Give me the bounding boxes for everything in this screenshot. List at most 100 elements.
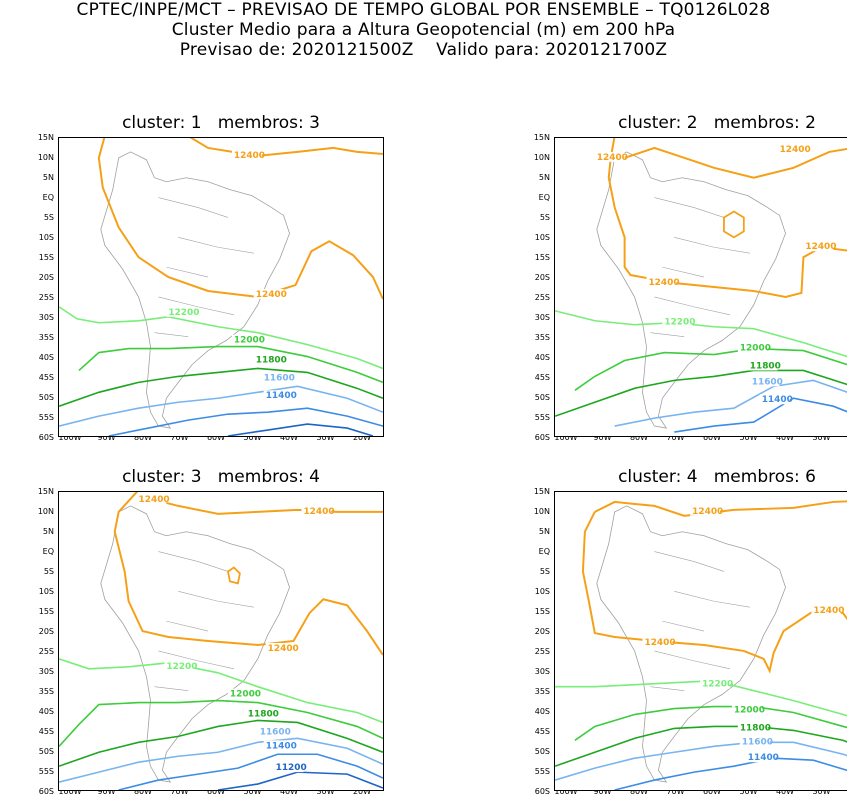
contour-12400 [581, 511, 847, 674]
continent-outline [100, 505, 290, 783]
y-tick-label: 25S [534, 647, 550, 656]
contour-map: 12400 12400 12400 12200 12000 11800 11600 11400 [555, 500, 847, 790]
y-tick-label: 50S [534, 393, 550, 402]
y-tick-label: 55S [38, 767, 54, 776]
contour-label: 12200 [702, 680, 733, 690]
contour-12200 [555, 310, 847, 358]
x-tick-label: 40W [279, 433, 299, 442]
contour-12400 [189, 138, 383, 157]
panel-title: cluster: 3 membros: 4 [122, 467, 320, 487]
contour-label: 12000 [740, 344, 771, 354]
contour-label: 12400 [648, 278, 679, 288]
contour-label: 11400 [266, 391, 297, 401]
y-tick-label: 20S [38, 627, 54, 636]
contour-12000 [59, 699, 383, 747]
x-tick-label: 70W [666, 787, 685, 796]
x-tick-label: 50W [243, 787, 262, 796]
map-panel-cluster-1: cluster: 1 membros: 3 15N 10N 5N EQ 5S 10S 15S 2… [0, 113, 384, 443]
y-tick-label: 30S [38, 667, 54, 676]
contour-label: 11600 [260, 727, 291, 737]
contour-11800 [555, 369, 847, 417]
x-tick-label: 20W [352, 433, 372, 442]
x-tick-label: 50W [739, 787, 758, 796]
contour-11400 [614, 757, 847, 790]
header-title: CPTEC/INPE/MCT – PREVISAO DE TEMPO GLOBA… [76, 0, 771, 20]
contour-label: 11400 [748, 753, 779, 763]
contour-11400 [118, 753, 383, 790]
y-tick-label: 30S [534, 313, 550, 322]
y-tick-label: 60S [534, 433, 550, 442]
y-tick-label: 15N [37, 133, 54, 142]
y-tick-label: 5N [42, 173, 54, 182]
contour-11600 [555, 741, 847, 781]
contour-12400 [723, 210, 745, 239]
y-tick-label: 45S [534, 727, 550, 736]
contour-12400 [97, 138, 383, 300]
x-tick-label: 90W [593, 433, 612, 442]
y-tick-label: 55S [534, 413, 550, 422]
x-tick-label: 70W [170, 433, 189, 442]
y-tick-label: 10S [38, 587, 54, 596]
contour-12000 [574, 347, 847, 391]
y-tick-label: 10N [533, 507, 550, 516]
y-tick-label: 20S [38, 273, 54, 282]
contour-label: 11800 [248, 709, 279, 719]
y-tick-label: 60S [38, 787, 54, 796]
contour-label: 12400 [805, 242, 836, 252]
y-tick-label: 15N [533, 133, 550, 142]
y-tick-label: 5S [539, 213, 550, 222]
y-tick-label: 5S [43, 213, 54, 222]
y-tick-label: 10S [534, 587, 550, 596]
y-tick-label: 5N [538, 527, 550, 536]
contour-12200 [59, 306, 383, 370]
contour-11200 [217, 771, 383, 790]
contour-label: 12000 [734, 706, 765, 716]
contour-11800 [555, 725, 847, 767]
x-tick-label: 90W [593, 787, 612, 796]
y-tick-label: 55S [38, 413, 54, 422]
y-tick-label: 35S [534, 687, 550, 696]
contour-map: 12400 12400 12200 12000 11800 11600 11400 [59, 138, 383, 436]
contour-11400 [674, 397, 847, 433]
panel-title: cluster: 1 membros: 3 [122, 113, 320, 133]
x-tick-label: 100W [554, 433, 578, 442]
map-area: 12400 12400 12400 12200 12000 11800 11600 11400… [58, 491, 384, 791]
contour-11600 [59, 737, 383, 783]
contour-11200 [227, 423, 374, 436]
contour-map: 12400 12400 12400 12400 12200 12000 11800 11600… [555, 138, 847, 433]
contour-label: 12000 [230, 690, 261, 700]
x-tick-label: 80W [629, 787, 649, 796]
country-borders [650, 197, 750, 337]
y-tick-label: 25S [38, 647, 54, 656]
x-tick-label: 80W [629, 433, 649, 442]
contour-label: 12400 [813, 606, 844, 616]
panel-title: cluster: 2 membros: 2 [618, 113, 816, 133]
contour-label: 11400 [266, 741, 297, 751]
contour-12000 [78, 345, 383, 384]
contour-label: 12200 [168, 308, 199, 318]
contour-11400 [108, 407, 383, 436]
contour-label: 12400 [597, 153, 628, 163]
contour-label: 11600 [752, 377, 783, 387]
contour-12400 [138, 495, 383, 515]
contour-11800 [59, 367, 383, 407]
map-panel-cluster-3: cluster: 3 membros: 4 15N 10N 5N EQ 5S 10S 15S 2… [0, 467, 384, 797]
x-tick-label: 80W [133, 787, 153, 796]
continent-outline [596, 505, 786, 783]
y-tick-label: 50S [534, 747, 550, 756]
x-tick-label: 30W [316, 787, 335, 796]
contour-label: 11800 [740, 723, 771, 733]
x-tick-label: 80W [133, 433, 153, 442]
y-tick-label: 25S [38, 293, 54, 302]
y-tick-label: 10S [38, 233, 54, 242]
map-area: 12400 12400 12400 12400 12200 12000 11800 11600… [554, 137, 847, 437]
y-tick-label: 5S [43, 567, 54, 576]
contour-map: 12400 12400 12400 12200 12000 11800 11600 11400… [59, 492, 383, 790]
y-tick-label: EQ [42, 547, 54, 556]
map-panel-cluster-2: cluster: 2 membros: 2 15N 10N 5N EQ 5S 10S 15S 2… [496, 113, 847, 443]
y-tick-label: 40S [534, 707, 550, 716]
y-tick-label: 40S [38, 353, 54, 362]
x-tick-label: 30W [812, 787, 831, 796]
y-tick-label: 15S [38, 607, 54, 616]
y-tick-label: EQ [538, 193, 550, 202]
